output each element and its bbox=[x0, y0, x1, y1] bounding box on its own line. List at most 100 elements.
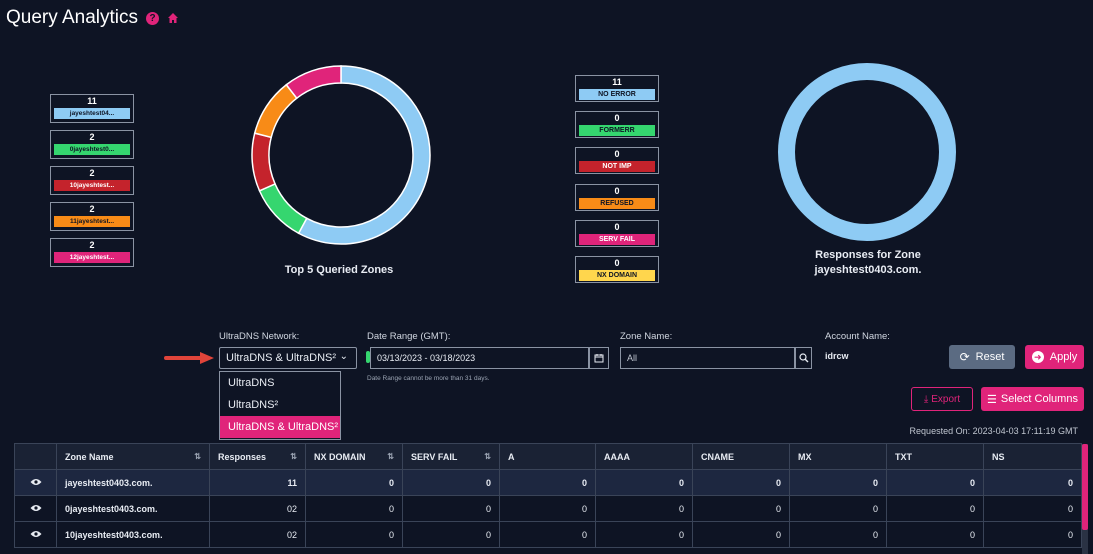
table-cell: 0 bbox=[499, 469, 596, 496]
top-zone-legend-item: 11 jayeshtest04... bbox=[50, 94, 134, 123]
sort-icon[interactable]: ⇅ bbox=[194, 452, 201, 461]
column-header-aaaa[interactable]: AAAA bbox=[595, 443, 693, 470]
page-title: Query Analytics bbox=[6, 7, 138, 28]
page-title-bar: Query Analytics ? bbox=[6, 7, 179, 29]
response-legend-label: REFUSED bbox=[579, 197, 655, 209]
top-zone-legend-count: 2 bbox=[89, 132, 95, 142]
column-header-mx[interactable]: MX bbox=[789, 443, 887, 470]
reset-button[interactable]: ⟳ Reset bbox=[949, 345, 1015, 369]
column-header-a[interactable]: A bbox=[499, 443, 596, 470]
top-zones-slice-0[interactable] bbox=[297, 65, 431, 245]
table-row[interactable]: 0jayeshtest0403.com. 02 0 0 0 0 0 0 0 0 bbox=[14, 495, 1082, 522]
table-cell: 02 bbox=[209, 521, 306, 548]
top-zones-slice-2[interactable] bbox=[251, 132, 277, 192]
response-legend-count: 0 bbox=[614, 113, 620, 124]
account-name-value: idrcw bbox=[825, 351, 849, 361]
apply-button[interactable]: ➜ Apply bbox=[1025, 345, 1084, 369]
table-cell: 0 bbox=[402, 495, 500, 522]
date-range-label: Date Range (GMT): bbox=[367, 331, 451, 342]
top-zones-slice-4[interactable] bbox=[285, 65, 342, 100]
table-cell: 0 bbox=[499, 495, 596, 522]
table-cell: 0 bbox=[692, 469, 790, 496]
top-zone-legend-label: 12jayeshtest... bbox=[54, 252, 130, 263]
table-cell: 0 bbox=[692, 495, 790, 522]
eye-icon[interactable] bbox=[30, 530, 42, 538]
select-columns-label: Select Columns bbox=[1000, 393, 1078, 405]
table-cell: 0 bbox=[886, 495, 984, 522]
table-cell: 0 bbox=[983, 495, 1082, 522]
top-zone-legend-label: 10jayeshtest... bbox=[54, 180, 130, 191]
zone-name-cell[interactable]: 0jayeshtest0403.com. bbox=[56, 495, 210, 522]
table-row[interactable]: 10jayeshtest0403.com. 02 0 0 0 0 0 0 0 0 bbox=[14, 521, 1082, 548]
table-cell: 0 bbox=[402, 521, 500, 548]
date-range-hint: Date Range cannot be more than 31 days. bbox=[367, 375, 490, 382]
top-zones-slice-3[interactable] bbox=[253, 83, 298, 139]
response-legend-item: 11 NO ERROR bbox=[575, 75, 659, 102]
network-dropdown-menu: UltraDNS UltraDNS² UltraDNS & UltraDNS² bbox=[219, 371, 341, 440]
download-icon: ⤓ bbox=[923, 393, 929, 405]
network-option-ultradns2[interactable]: UltraDNS² bbox=[228, 399, 279, 411]
sliders-icon: ☰ bbox=[987, 393, 997, 406]
zone-search-button[interactable] bbox=[795, 347, 812, 369]
table-scrollbar-thumb[interactable] bbox=[1082, 444, 1088, 530]
response-legend-count: 0 bbox=[614, 185, 620, 196]
response-legend-label: NX DOMAIN bbox=[579, 270, 655, 281]
responses-caption-line2: jayeshtest0403.com. bbox=[814, 264, 922, 276]
sort-icon[interactable]: ⇅ bbox=[387, 452, 394, 461]
network-option-ultradns[interactable]: UltraDNS bbox=[228, 377, 275, 389]
zone-name-cell[interactable]: jayeshtest0403.com. bbox=[56, 469, 210, 496]
zone-name-input[interactable]: All bbox=[620, 347, 795, 369]
date-range-indicator bbox=[366, 351, 370, 363]
sort-icon[interactable]: ⇅ bbox=[290, 452, 297, 461]
table-row[interactable]: jayeshtest0403.com. 11 0 0 0 0 0 0 0 0 bbox=[14, 469, 1082, 496]
home-icon[interactable] bbox=[167, 12, 179, 24]
top-zones-slice-1[interactable] bbox=[258, 182, 308, 235]
top-zone-legend-label: 11jayeshtest... bbox=[54, 216, 130, 227]
account-name-label: Account Name: bbox=[825, 331, 890, 342]
sort-icon[interactable]: ⇅ bbox=[484, 452, 491, 461]
responses-donut bbox=[778, 63, 956, 241]
select-columns-button[interactable]: ☰ Select Columns bbox=[981, 387, 1084, 411]
top-zone-legend-item: 2 11jayeshtest... bbox=[50, 202, 134, 231]
date-range-input[interactable]: 03/13/2023 - 03/18/2023 bbox=[370, 347, 589, 369]
table-cell: 0 bbox=[595, 469, 693, 496]
column-header-nx-domain[interactable]: NX DOMAIN ⇅ bbox=[305, 443, 403, 470]
response-legend-label: NO ERROR bbox=[579, 89, 655, 100]
eye-icon[interactable] bbox=[30, 478, 42, 486]
column-header-cname[interactable]: CNAME bbox=[692, 443, 790, 470]
eye-icon[interactable] bbox=[30, 504, 42, 512]
arrow-right-circle-icon: ➜ bbox=[1031, 351, 1044, 363]
network-option-both[interactable]: UltraDNS & UltraDNS² bbox=[220, 416, 340, 438]
help-icon[interactable]: ? bbox=[146, 11, 159, 25]
zone-name-label: Zone Name: bbox=[620, 331, 673, 342]
top-zone-legend-item: 2 0jayeshtest0... bbox=[50, 130, 134, 159]
column-header-zone-name[interactable]: Zone Name ⇅ bbox=[56, 443, 210, 470]
zone-name-placeholder: All bbox=[627, 353, 638, 363]
network-label: UltraDNS Network: bbox=[219, 331, 300, 342]
network-select[interactable]: UltraDNS & UltraDNS² ⌄ bbox=[219, 347, 357, 369]
column-header-responses[interactable]: Responses ⇅ bbox=[209, 443, 306, 470]
calendar-button[interactable] bbox=[589, 347, 609, 369]
zones-table: Zone Name ⇅ Responses ⇅ NX DOMAIN ⇅ SERV FA… bbox=[14, 443, 1082, 548]
response-legend-count: 11 bbox=[612, 77, 622, 87]
export-button[interactable]: ⤓ Export bbox=[911, 387, 973, 411]
column-header-serv-fail[interactable]: SERV FAIL ⇅ bbox=[402, 443, 500, 470]
search-icon bbox=[799, 353, 809, 363]
column-header-ns[interactable]: NS bbox=[983, 443, 1082, 470]
response-legend-item: 0 NX DOMAIN bbox=[575, 256, 659, 283]
column-header-txt[interactable]: TXT bbox=[886, 443, 984, 470]
apply-label: Apply bbox=[1049, 351, 1078, 363]
table-cell: 0 bbox=[595, 495, 693, 522]
response-legend-label: NOT IMP bbox=[579, 161, 655, 173]
view-cell bbox=[14, 469, 57, 496]
table-cell: 0 bbox=[886, 469, 984, 496]
responses-slice-0[interactable] bbox=[778, 63, 956, 241]
table-cell: 0 bbox=[789, 521, 887, 548]
response-legend-label: SERV FAIL bbox=[579, 233, 655, 245]
network-select-value: UltraDNS & UltraDNS² bbox=[226, 352, 337, 364]
response-legend-item: 0 SERV FAIL bbox=[575, 219, 659, 247]
table-cell: 0 bbox=[305, 469, 403, 496]
calendar-icon bbox=[594, 354, 604, 363]
zone-name-cell[interactable]: 10jayeshtest0403.com. bbox=[56, 521, 210, 548]
table-cell: 11 bbox=[209, 469, 306, 496]
